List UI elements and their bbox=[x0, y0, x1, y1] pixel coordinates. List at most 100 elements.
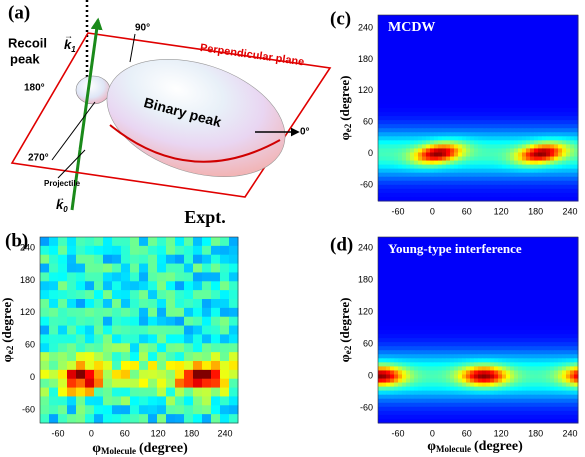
heatmap-cell bbox=[386, 318, 391, 323]
heatmap-cell bbox=[438, 286, 443, 291]
heatmap-cell bbox=[518, 128, 523, 133]
heatmap-cell bbox=[542, 124, 547, 129]
heatmap-cell bbox=[554, 128, 559, 133]
heatmap-cell bbox=[478, 39, 483, 44]
heatmap-cell bbox=[121, 334, 131, 343]
heatmap-cell bbox=[478, 84, 483, 89]
heatmap-cell bbox=[510, 112, 515, 117]
heatmap-cell bbox=[566, 35, 571, 40]
heatmap-cell bbox=[446, 140, 451, 145]
heatmap-cell bbox=[40, 255, 50, 264]
heatmap-cell bbox=[494, 326, 499, 331]
heatmap-cell bbox=[378, 55, 383, 60]
heatmap-cell bbox=[514, 277, 519, 282]
heatmap-cell bbox=[570, 128, 575, 133]
heatmap-cell bbox=[566, 366, 571, 371]
heatmap-cell bbox=[478, 72, 483, 77]
heatmap-cell bbox=[510, 399, 515, 404]
heatmap-cell bbox=[438, 399, 443, 404]
heatmap-cell bbox=[450, 273, 455, 278]
heatmap-cell bbox=[506, 148, 511, 153]
heatmap-cell bbox=[570, 294, 575, 299]
heatmap-cell bbox=[438, 128, 443, 133]
heatmap-cell bbox=[538, 157, 543, 162]
heatmap-cell bbox=[382, 19, 387, 24]
heatmap-cell bbox=[382, 157, 387, 162]
heatmap-cell bbox=[430, 76, 435, 81]
heatmap-cell bbox=[148, 352, 158, 361]
heatmap-cell bbox=[482, 277, 487, 282]
heatmap-cell bbox=[466, 322, 471, 327]
heatmap-cell bbox=[382, 314, 387, 319]
heatmap-cell bbox=[570, 76, 575, 81]
heatmap-cell bbox=[402, 370, 407, 375]
heatmap-cell bbox=[562, 370, 567, 375]
heatmap-cell bbox=[406, 358, 411, 363]
heatmap-cell bbox=[550, 55, 555, 60]
heatmap-cell bbox=[482, 181, 487, 186]
heatmap-cell bbox=[518, 23, 523, 28]
heatmap-cell bbox=[518, 358, 523, 363]
heatmap-cell bbox=[450, 407, 455, 412]
heatmap-cell bbox=[398, 43, 403, 48]
heatmap-cell bbox=[438, 31, 443, 36]
heatmap-cell bbox=[546, 112, 551, 117]
heatmap-cell bbox=[458, 128, 463, 133]
heatmap-cell bbox=[406, 383, 411, 388]
heatmap-cell bbox=[438, 88, 443, 93]
heatmap-cell bbox=[522, 241, 527, 246]
heatmap-cell bbox=[530, 140, 535, 145]
heatmap-cell bbox=[534, 132, 539, 137]
heatmap-cell bbox=[526, 350, 531, 355]
heatmap-cell bbox=[202, 414, 212, 423]
heatmap-cell bbox=[76, 352, 86, 361]
heatmap-cell bbox=[211, 308, 221, 317]
heatmap-cell bbox=[434, 64, 439, 69]
heatmap-cell bbox=[430, 43, 435, 48]
heatmap-cell bbox=[554, 165, 559, 170]
heatmap-cell bbox=[534, 165, 539, 170]
heatmap-cell bbox=[558, 68, 563, 73]
heatmap-cell bbox=[462, 302, 467, 307]
heatmap-cell bbox=[426, 80, 431, 85]
heatmap-cell bbox=[558, 39, 563, 44]
heatmap-cell bbox=[454, 358, 459, 363]
heatmap-cell bbox=[438, 59, 443, 64]
heatmap-cell bbox=[422, 177, 427, 182]
heatmap-cell bbox=[454, 257, 459, 262]
heatmap-cell bbox=[450, 140, 455, 145]
heatmap-cell bbox=[434, 383, 439, 388]
heatmap-cell bbox=[562, 379, 567, 384]
heatmap-cell bbox=[534, 72, 539, 77]
heatmap-cell bbox=[538, 124, 543, 129]
heatmap-cell bbox=[220, 290, 230, 299]
heatmap-cell bbox=[139, 264, 149, 273]
heatmap-cell bbox=[494, 383, 499, 388]
heatmap-cell bbox=[202, 334, 212, 343]
heatmap-cell bbox=[410, 290, 415, 295]
heatmap-cell bbox=[538, 245, 543, 250]
heatmap-cell bbox=[558, 165, 563, 170]
heatmap-cell bbox=[422, 148, 427, 153]
heatmap-cell bbox=[514, 366, 519, 371]
heatmap-cell bbox=[58, 299, 68, 308]
heatmap-cell bbox=[466, 306, 471, 311]
heatmap-cell bbox=[466, 330, 471, 335]
heatmap-cell bbox=[394, 302, 399, 307]
heatmap-cell bbox=[394, 395, 399, 400]
heatmap-cell bbox=[454, 27, 459, 32]
y-tick-label: 0 bbox=[368, 148, 373, 158]
heatmap-cell bbox=[58, 264, 68, 273]
heatmap-cell bbox=[442, 47, 447, 52]
heatmap-cell bbox=[462, 72, 467, 77]
heatmap-cell bbox=[466, 391, 471, 396]
heatmap-cell bbox=[550, 185, 555, 190]
heatmap-cell bbox=[550, 136, 555, 141]
heatmap-cell bbox=[442, 181, 447, 186]
heatmap-cell bbox=[406, 173, 411, 178]
heatmap-cell bbox=[67, 272, 77, 281]
heatmap-cell bbox=[530, 334, 535, 339]
heatmap-cell bbox=[502, 261, 507, 266]
heatmap-cell bbox=[130, 352, 140, 361]
heatmap-cell bbox=[382, 346, 387, 351]
